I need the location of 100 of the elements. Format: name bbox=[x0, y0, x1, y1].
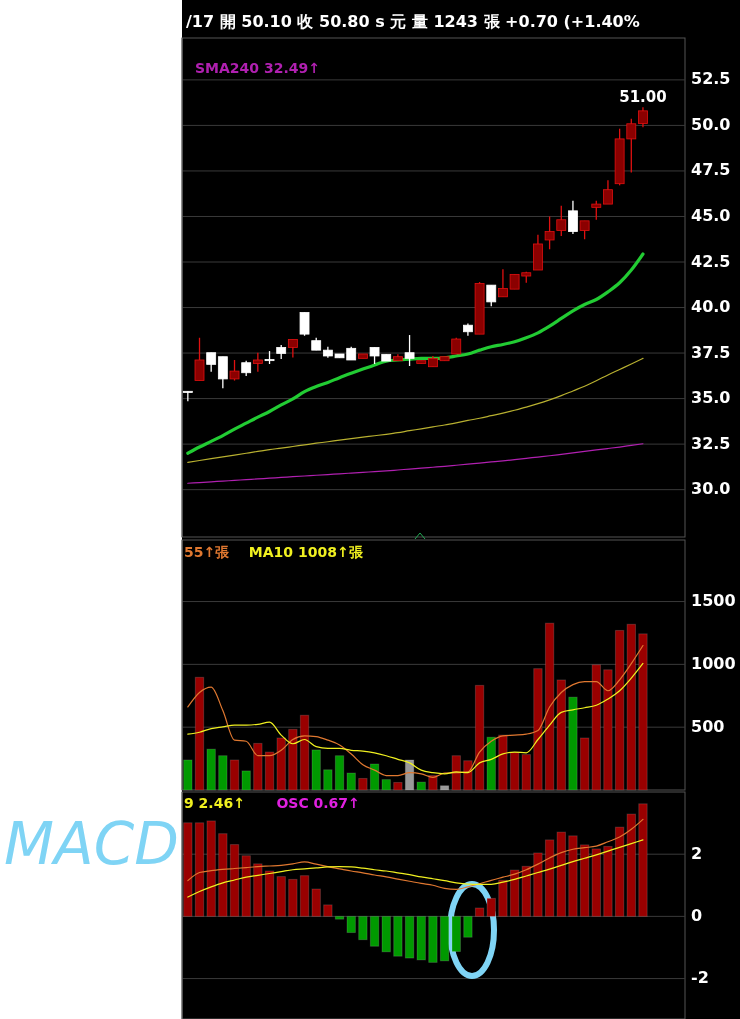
bar bbox=[521, 865, 531, 917]
bar bbox=[404, 759, 415, 791]
bar bbox=[229, 759, 240, 791]
bar bbox=[299, 875, 310, 917]
bar bbox=[346, 915, 356, 934]
bar bbox=[533, 668, 543, 791]
bar bbox=[474, 907, 485, 917]
bar bbox=[439, 915, 450, 962]
line-series bbox=[187, 443, 644, 484]
bar bbox=[358, 915, 368, 941]
bar bbox=[288, 878, 298, 917]
bar bbox=[614, 629, 625, 791]
bar bbox=[358, 777, 368, 791]
y-tick-label: 37.5 bbox=[691, 342, 731, 362]
bar bbox=[393, 915, 403, 957]
bar bbox=[474, 684, 485, 791]
bar bbox=[486, 736, 496, 791]
bar bbox=[638, 803, 648, 917]
candlestick bbox=[217, 356, 228, 389]
bar bbox=[276, 876, 286, 917]
bar bbox=[241, 770, 251, 791]
bar bbox=[591, 664, 601, 791]
bar bbox=[334, 915, 345, 920]
candlestick bbox=[194, 337, 205, 382]
candlestick bbox=[229, 359, 240, 382]
candlestick bbox=[404, 334, 415, 367]
y-tick-label: 35.0 bbox=[691, 388, 731, 408]
bar bbox=[568, 835, 578, 917]
bar bbox=[638, 633, 648, 791]
bar bbox=[626, 623, 636, 791]
text: 9 2.46↑ bbox=[184, 795, 245, 811]
bar bbox=[334, 755, 345, 791]
bar bbox=[194, 676, 205, 791]
bar bbox=[206, 748, 216, 791]
bar bbox=[509, 751, 520, 791]
bar bbox=[218, 833, 228, 917]
bar bbox=[404, 915, 415, 959]
y-tick-label: 50.0 bbox=[691, 114, 731, 134]
bar bbox=[346, 772, 356, 791]
bar bbox=[579, 844, 590, 917]
candlestick bbox=[544, 215, 555, 250]
bar bbox=[206, 820, 216, 917]
line-series bbox=[187, 644, 644, 778]
bar bbox=[626, 813, 636, 917]
bar bbox=[218, 755, 228, 791]
candlestick bbox=[568, 200, 578, 235]
candlestick bbox=[252, 352, 263, 373]
candlestick bbox=[299, 311, 310, 337]
y-tick-label: 45.0 bbox=[691, 205, 731, 225]
bar bbox=[451, 755, 461, 791]
bar bbox=[416, 915, 426, 961]
line-series bbox=[187, 839, 644, 898]
bar bbox=[264, 870, 275, 917]
candlestick bbox=[603, 179, 613, 205]
y-tick-label: 47.5 bbox=[691, 160, 731, 180]
bar bbox=[603, 845, 613, 917]
annotation: OSC 0.67↑ bbox=[276, 795, 360, 811]
bar bbox=[241, 855, 251, 917]
bar bbox=[381, 915, 391, 953]
bar bbox=[381, 779, 391, 791]
y-tick-label: 2 bbox=[691, 843, 703, 863]
bar bbox=[299, 714, 310, 791]
text: MACD bbox=[4, 810, 179, 878]
bar bbox=[183, 822, 193, 917]
candlestick bbox=[287, 338, 298, 359]
bar bbox=[603, 669, 613, 791]
bar bbox=[264, 751, 275, 791]
candlestick bbox=[486, 284, 497, 307]
bar bbox=[591, 848, 601, 917]
bar bbox=[416, 781, 426, 791]
y-tick-label: 40.0 bbox=[691, 297, 731, 317]
y-tick-label: 1500 bbox=[691, 591, 736, 611]
bar bbox=[183, 759, 193, 791]
candlestick bbox=[206, 352, 217, 373]
text: 55↑張 bbox=[184, 544, 231, 560]
bar bbox=[544, 839, 555, 917]
y-tick-label: 0 bbox=[691, 905, 703, 925]
bar bbox=[369, 915, 380, 947]
candlestick bbox=[556, 205, 567, 237]
chart-title: /17 開 50.10 收 50.80 s 元 量 1243 張 +0.70 (+1.40% bbox=[186, 12, 640, 31]
bar bbox=[579, 737, 590, 791]
bar bbox=[276, 737, 286, 791]
bar bbox=[323, 769, 333, 791]
y-tick-label: 1000 bbox=[691, 653, 736, 673]
bar bbox=[311, 888, 321, 917]
bar bbox=[428, 915, 438, 963]
y-tick-label: 500 bbox=[691, 716, 725, 736]
y-tick-label: -2 bbox=[691, 968, 709, 988]
candlestick bbox=[579, 220, 590, 240]
bar bbox=[393, 781, 403, 791]
bar bbox=[568, 696, 578, 791]
bar bbox=[533, 852, 543, 917]
bar bbox=[451, 915, 461, 953]
bar bbox=[509, 869, 520, 917]
bar bbox=[229, 844, 240, 917]
y-tick-label: 30.0 bbox=[691, 479, 731, 499]
bar bbox=[614, 826, 625, 917]
line-series bbox=[187, 818, 644, 890]
bar bbox=[369, 763, 380, 791]
bar bbox=[556, 679, 566, 791]
